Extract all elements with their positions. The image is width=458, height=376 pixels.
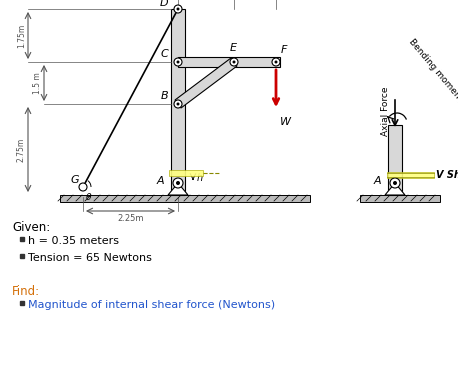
Text: A: A (373, 176, 381, 186)
Circle shape (272, 58, 280, 66)
Text: h: h (197, 173, 203, 183)
Text: 2.25m: 2.25m (117, 214, 144, 223)
Text: Given:: Given: (12, 221, 50, 234)
Circle shape (393, 181, 397, 185)
Polygon shape (175, 58, 237, 108)
Text: F: F (281, 45, 287, 55)
Text: W: W (280, 117, 291, 127)
Circle shape (173, 178, 183, 188)
Circle shape (176, 181, 180, 185)
Circle shape (176, 61, 180, 64)
Polygon shape (169, 170, 203, 176)
Circle shape (174, 58, 182, 66)
Text: A: A (156, 176, 164, 186)
Circle shape (274, 61, 278, 64)
Polygon shape (168, 183, 188, 195)
Circle shape (233, 61, 235, 64)
Polygon shape (388, 125, 402, 195)
Text: D: D (159, 0, 168, 8)
Text: Tension = 65 Newtons: Tension = 65 Newtons (28, 253, 152, 263)
Polygon shape (360, 195, 440, 202)
Polygon shape (385, 183, 405, 195)
Text: Axial Force: Axial Force (381, 86, 389, 136)
Circle shape (176, 8, 180, 11)
Text: E: E (229, 43, 236, 53)
Circle shape (176, 103, 180, 106)
Text: $\theta$: $\theta$ (85, 191, 93, 202)
Text: B: B (160, 91, 168, 101)
Circle shape (79, 183, 87, 191)
Polygon shape (178, 57, 280, 67)
Circle shape (174, 5, 182, 13)
Text: Magnitude of internal shear force (Newtons): Magnitude of internal shear force (Newto… (28, 300, 275, 310)
Polygon shape (171, 9, 185, 195)
Text: V Shear force: V Shear force (436, 170, 458, 180)
Text: G: G (71, 175, 79, 185)
Circle shape (174, 100, 182, 108)
Text: 2.75m: 2.75m (17, 137, 26, 162)
Text: 1.75m: 1.75m (17, 23, 26, 48)
Text: h = 0.35 meters: h = 0.35 meters (28, 236, 119, 246)
Polygon shape (387, 172, 434, 178)
Circle shape (230, 58, 238, 66)
Text: 1.5 m: 1.5 m (33, 72, 42, 94)
Text: Bending moment: Bending moment (407, 37, 458, 103)
Text: Find:: Find: (12, 285, 40, 298)
Text: C: C (160, 49, 168, 59)
Circle shape (390, 178, 400, 188)
Polygon shape (60, 195, 310, 202)
